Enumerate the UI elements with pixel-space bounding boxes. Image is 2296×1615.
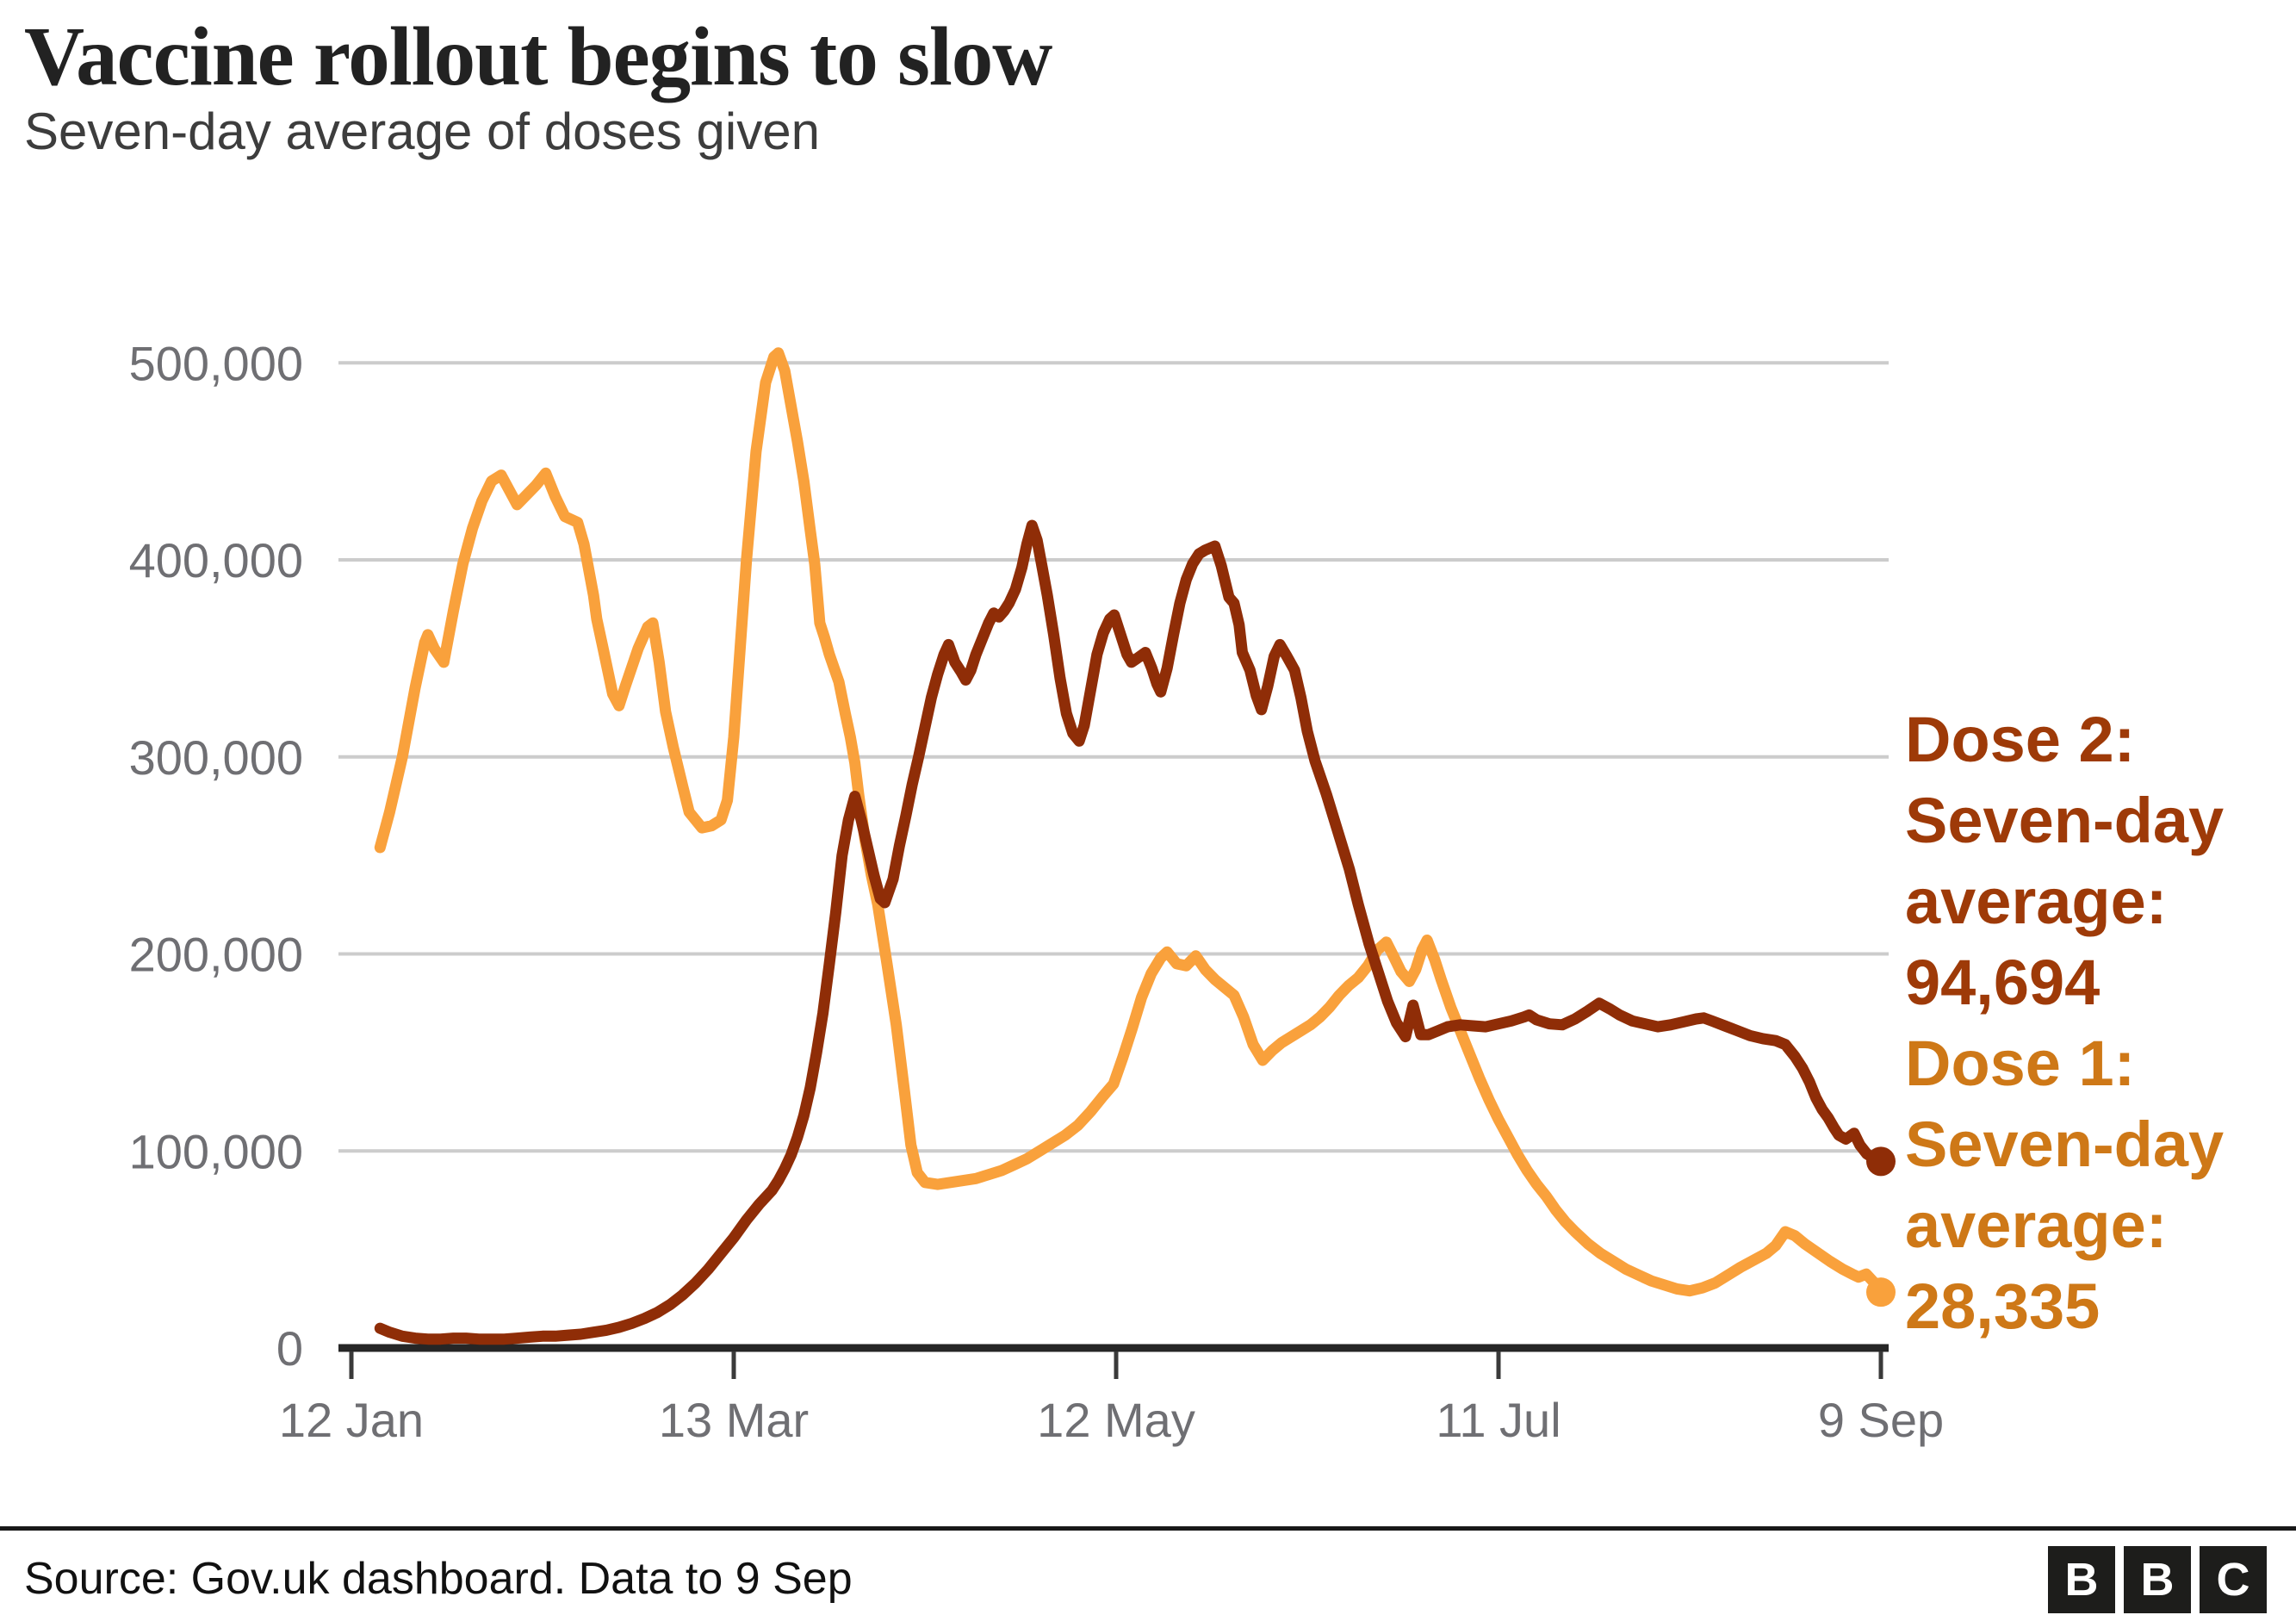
y-axis-label: 100,000 bbox=[129, 1124, 303, 1178]
y-axis-label: 300,000 bbox=[129, 730, 303, 785]
y-axis-label: 0 bbox=[276, 1321, 303, 1376]
footer-bar: Source: Gov.uk dashboard. Data to 9 Sep … bbox=[0, 1526, 2296, 1615]
x-axis-label: 13 Mar bbox=[659, 1393, 809, 1447]
x-axis-label: 11 Jul bbox=[1436, 1393, 1561, 1447]
bbc-logo-letter: B bbox=[2048, 1546, 2115, 1613]
x-axis-label: 12 May bbox=[1037, 1393, 1195, 1447]
y-axis-label: 400,000 bbox=[129, 533, 303, 587]
dose2-end-label: Dose 2: Seven-day average: 94,694 bbox=[1905, 704, 2225, 1018]
series-end-dot-dose2 bbox=[1866, 1146, 1896, 1177]
dose1-end-label: Dose 1: Seven-day average: 28,335 bbox=[1905, 1028, 2225, 1342]
page-subtitle: Seven-day average of doses given bbox=[24, 102, 820, 160]
series-end-dot-dose1 bbox=[1866, 1277, 1896, 1308]
series-line-dose1 bbox=[374, 347, 1887, 1298]
x-axis-label: 12 Jan bbox=[279, 1393, 424, 1447]
bbc-logo-letter: C bbox=[2200, 1546, 2267, 1613]
series-line-dose2 bbox=[374, 519, 1887, 1345]
page-title: Vaccine rollout begins to slow bbox=[24, 10, 1052, 102]
source-text: Source: Gov.uk dashboard. Data to 9 Sep bbox=[24, 1554, 853, 1604]
y-axis-label: 500,000 bbox=[129, 336, 303, 390]
x-axis-label: 9 Sep bbox=[1818, 1393, 1944, 1447]
end-labels: Dose 2: Seven-day average: 94,694 Dose 1… bbox=[1905, 699, 2294, 1347]
y-axis-label: 200,000 bbox=[129, 928, 303, 982]
bbc-logo: B B C bbox=[2048, 1546, 2267, 1613]
bbc-logo-letter: B bbox=[2124, 1546, 2191, 1613]
